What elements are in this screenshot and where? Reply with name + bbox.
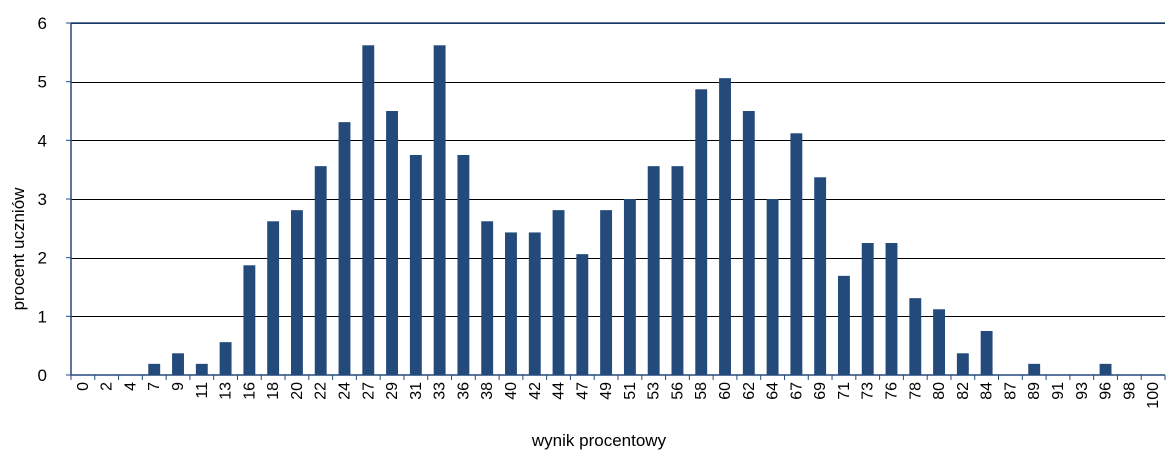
bar (861, 243, 874, 375)
bar (481, 221, 494, 375)
bar (600, 210, 613, 375)
x-axis-title: wynik procentowy (531, 431, 667, 450)
x-tick-label: 98 (1121, 382, 1138, 400)
bar (837, 275, 850, 375)
x-tick-label: 60 (717, 382, 734, 400)
y-tick-label: 2 (38, 249, 47, 268)
x-tick-label: 73 (860, 382, 877, 400)
x-tick-label: 11 (194, 382, 211, 399)
bar (933, 309, 946, 375)
x-tick-label: 16 (241, 382, 258, 400)
y-tick-label: 0 (38, 366, 47, 385)
bar (505, 232, 517, 375)
y-tick-label: 6 (38, 14, 47, 33)
x-tick-label: 53 (646, 382, 663, 400)
x-tick-label: 64 (765, 382, 782, 400)
bar (576, 254, 589, 375)
x-tick-label: 36 (455, 382, 472, 400)
y-tick-label: 4 (38, 131, 47, 150)
bar (219, 342, 232, 375)
bar (362, 45, 375, 375)
bar (290, 210, 303, 375)
x-tick-label: 47 (574, 382, 591, 400)
bar (623, 199, 636, 375)
bar (433, 45, 446, 375)
bar (338, 122, 351, 376)
x-tick-label: 4 (122, 382, 139, 391)
x-tick-label: 100 (1145, 382, 1162, 409)
x-tick-label: 38 (479, 382, 496, 400)
bar (1028, 363, 1041, 375)
x-tick-label: 27 (360, 382, 377, 400)
x-tick-label: 0 (75, 382, 92, 391)
bar (742, 111, 755, 375)
bars (148, 45, 1112, 376)
bar (885, 243, 898, 375)
x-tick-label: 62 (741, 382, 758, 400)
bar (695, 89, 708, 375)
x-tick-label: 69 (812, 382, 829, 400)
bar (148, 363, 161, 375)
x-tick-label: 91 (1050, 382, 1067, 400)
bar (314, 166, 327, 375)
bar (528, 232, 541, 375)
x-tick-label: 82 (955, 382, 972, 400)
x-tick-label: 87 (1002, 382, 1019, 400)
x-tick-label: 76 (884, 382, 901, 400)
x-tick-label: 93 (1074, 382, 1091, 400)
x-tick-label: 80 (931, 382, 948, 400)
y-tick-labels: 0 1 2 3 4 5 6 (38, 14, 47, 385)
x-tick-label: 31 (408, 382, 425, 400)
x-tick-label: 51 (622, 382, 639, 400)
x-tick-label: 2 (99, 382, 116, 391)
x-tick-label: 84 (979, 382, 996, 400)
x-tick-label: 56 (669, 382, 686, 400)
x-tick-label: 67 (788, 382, 805, 400)
x-tick-label: 13 (218, 382, 235, 400)
x-tick-label: 22 (313, 382, 330, 400)
bar (980, 331, 993, 375)
bar (195, 363, 208, 375)
bar (243, 265, 256, 375)
bar (790, 133, 803, 375)
y-tick-label: 1 (38, 307, 47, 326)
gridlines (71, 23, 1165, 317)
bar (172, 353, 184, 375)
bar (956, 353, 969, 375)
bar (647, 166, 660, 375)
x-tick-label: 20 (289, 382, 306, 400)
x-tick-label: 40 (503, 382, 520, 400)
x-tick-label: 7 (146, 382, 163, 391)
bar (267, 221, 280, 375)
bar (386, 111, 399, 375)
bar (1099, 363, 1112, 375)
x-tick-label: 78 (907, 382, 924, 400)
bar (719, 78, 731, 376)
bar (766, 199, 779, 375)
bar (671, 166, 684, 375)
x-tick-label: 89 (1026, 382, 1043, 400)
bar (814, 177, 827, 375)
y-tick-label: 5 (38, 73, 47, 92)
x-tick-label: 29 (384, 382, 401, 400)
bar (552, 210, 565, 375)
x-tick-label: 33 (432, 382, 449, 400)
x-tick-label: 71 (836, 382, 853, 400)
x-tick-label: 58 (693, 382, 710, 400)
y-axis-title: procent uczniów (9, 187, 28, 311)
x-tick-label: 18 (265, 382, 282, 400)
x-tick-label: 96 (1098, 382, 1115, 400)
y-tick-label: 3 (38, 190, 47, 209)
x-tick-label: 49 (598, 382, 615, 400)
x-tick-label: 9 (170, 382, 187, 391)
x-tick-label: 42 (527, 382, 544, 400)
x-tick-label: 44 (551, 382, 568, 400)
bar (457, 155, 470, 375)
bar (909, 298, 922, 375)
x-tick-labels: 0 2 4 7 9 11 13 16 18 20 22 24 27 29 31 33 36 38 40 42 44 47 4… (75, 382, 1162, 409)
bar (409, 155, 422, 375)
x-tick-label: 24 (337, 382, 354, 400)
axes (66, 22, 1166, 380)
